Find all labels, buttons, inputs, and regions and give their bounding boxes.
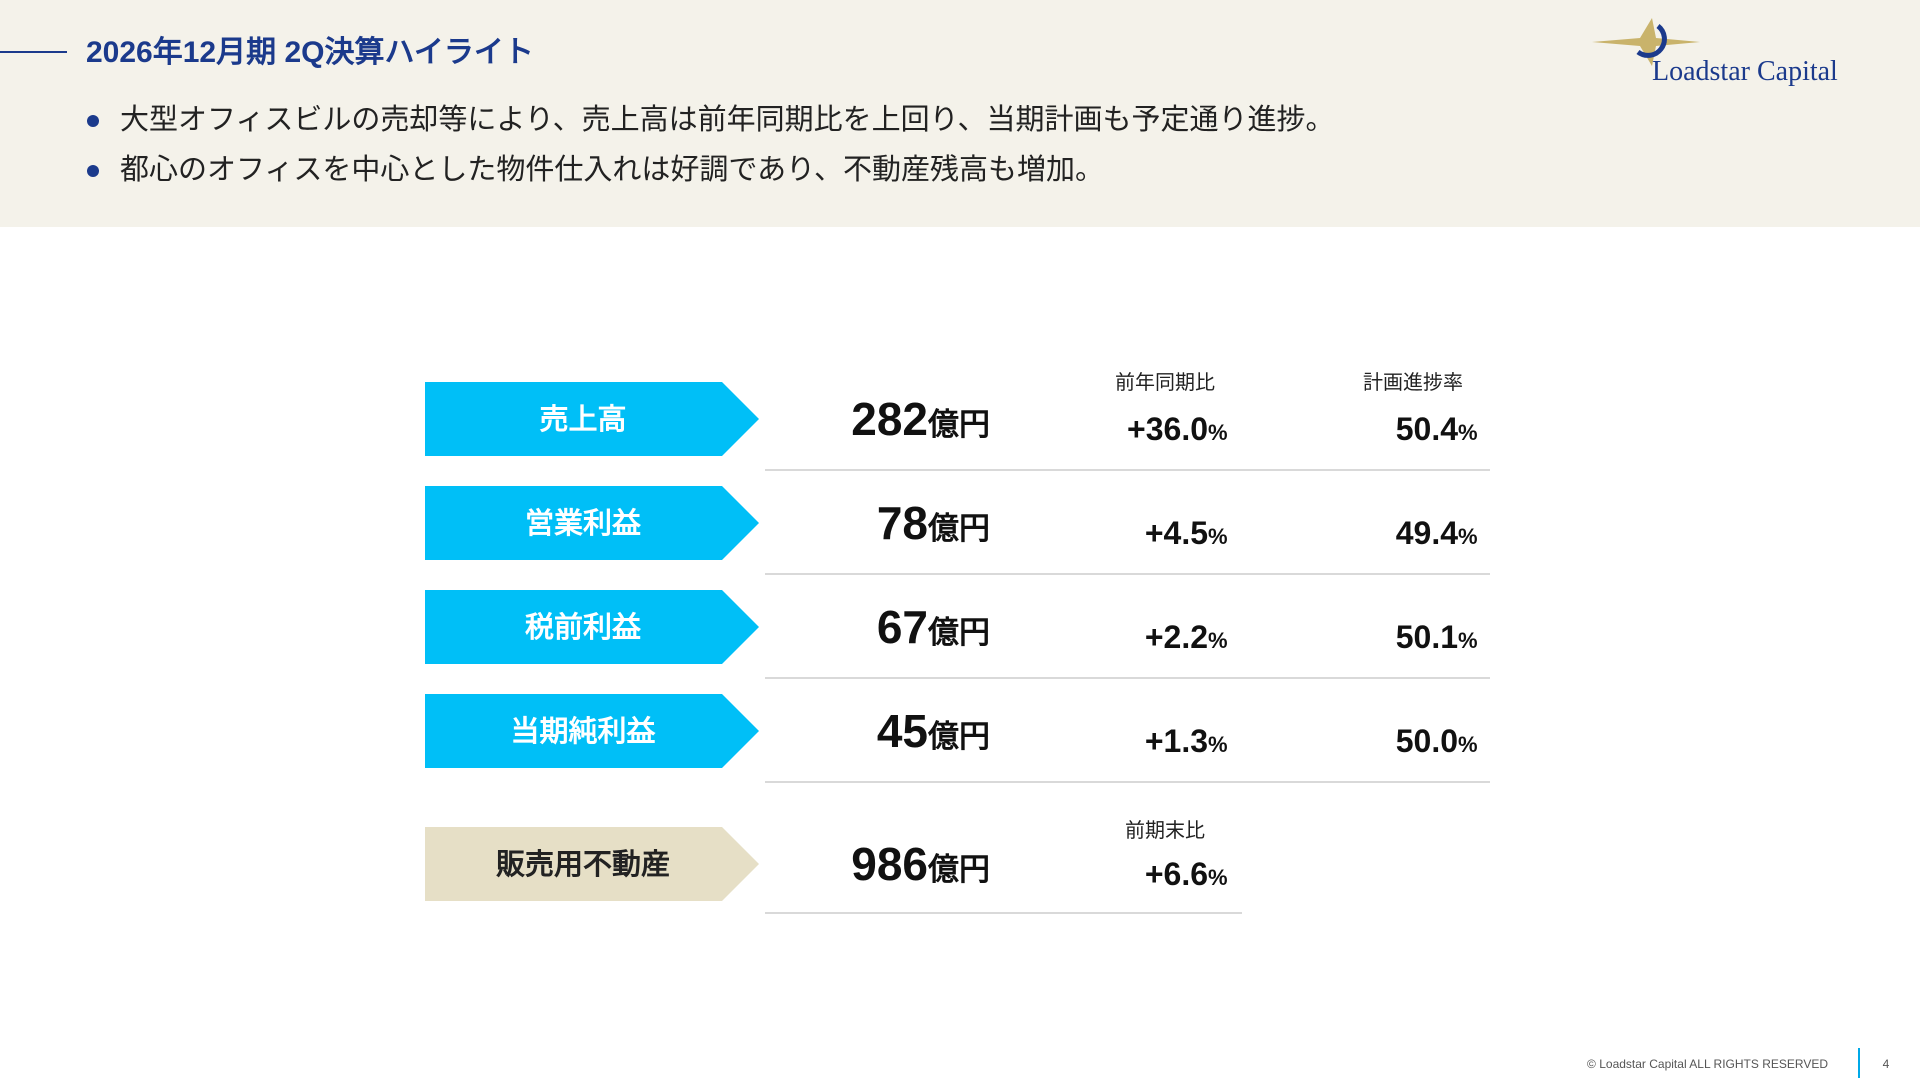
logo: Loadstar Capital (1592, 18, 1838, 87)
copyright: © Loadstar Capital ALL RIGHTS RESERVED (1587, 1057, 1828, 1071)
row-label: 売上高 (539, 403, 626, 436)
yoy-unit: % (1208, 628, 1228, 653)
label-arrow (425, 486, 759, 560)
progress-unit: % (1458, 420, 1478, 445)
title: 2026年12月期 2Q決算ハイライト (86, 35, 534, 69)
logo-arc (1636, 24, 1667, 58)
yoy: +36.0 (1127, 411, 1208, 447)
column-header: 前年同期比 (1115, 371, 1215, 394)
header-band (0, 0, 1920, 227)
amount: 78 (877, 497, 928, 549)
progress: 50.1 (1396, 619, 1458, 655)
bullet-dot (87, 165, 99, 177)
progress: 49.4 (1396, 515, 1458, 551)
yoy: +4.5 (1145, 515, 1208, 551)
row-label: 当期純利益 (510, 715, 656, 748)
label-arrow (425, 827, 759, 901)
amount-unit: 億円 (927, 615, 990, 650)
row-label: 営業利益 (525, 506, 642, 540)
logo-text: Loadstar Capital (1652, 56, 1838, 87)
label-arrow (425, 694, 759, 768)
change-unit: % (1208, 865, 1228, 890)
amount: 45 (877, 705, 928, 757)
yoy-unit: % (1208, 732, 1228, 757)
progress: 50.0 (1396, 723, 1458, 759)
bullet-dot (87, 115, 99, 127)
amount-unit: 億円 (927, 407, 990, 442)
progress-unit: % (1458, 732, 1478, 757)
page-number: 4 (1883, 1057, 1890, 1071)
bullet-text: 都心のオフィスを中心とした物件仕入れは好調であり、不動産残高も増加。 (120, 153, 1104, 186)
row-label: 税前利益 (525, 610, 642, 644)
progress-unit: % (1458, 628, 1478, 653)
column-header: 計画進捗率 (1363, 371, 1463, 394)
bullet-text: 大型オフィスビルの売却等により、売上高は前年同期比を上回り、当期計画も予定通り進… (120, 103, 1335, 136)
change: +6.6 (1145, 856, 1208, 892)
yoy: +1.3 (1145, 723, 1208, 759)
label-arrow (425, 590, 759, 664)
amount: 67 (877, 601, 928, 653)
row-label: 販売用不動産 (496, 848, 670, 881)
logo-star (1592, 18, 1700, 66)
label-arrow (425, 382, 759, 456)
yoy-unit: % (1208, 420, 1228, 445)
progress-unit: % (1458, 524, 1478, 549)
amount-unit: 億円 (927, 511, 990, 546)
amount-unit: 億円 (927, 719, 990, 754)
amount: 986 (851, 838, 928, 890)
column-header: 前期末比 (1125, 819, 1205, 842)
yoy-unit: % (1208, 524, 1228, 549)
amount-unit: 億円 (927, 852, 990, 887)
amount: 282 (851, 393, 928, 445)
yoy: +2.2 (1145, 619, 1208, 655)
progress: 50.4 (1396, 411, 1458, 447)
